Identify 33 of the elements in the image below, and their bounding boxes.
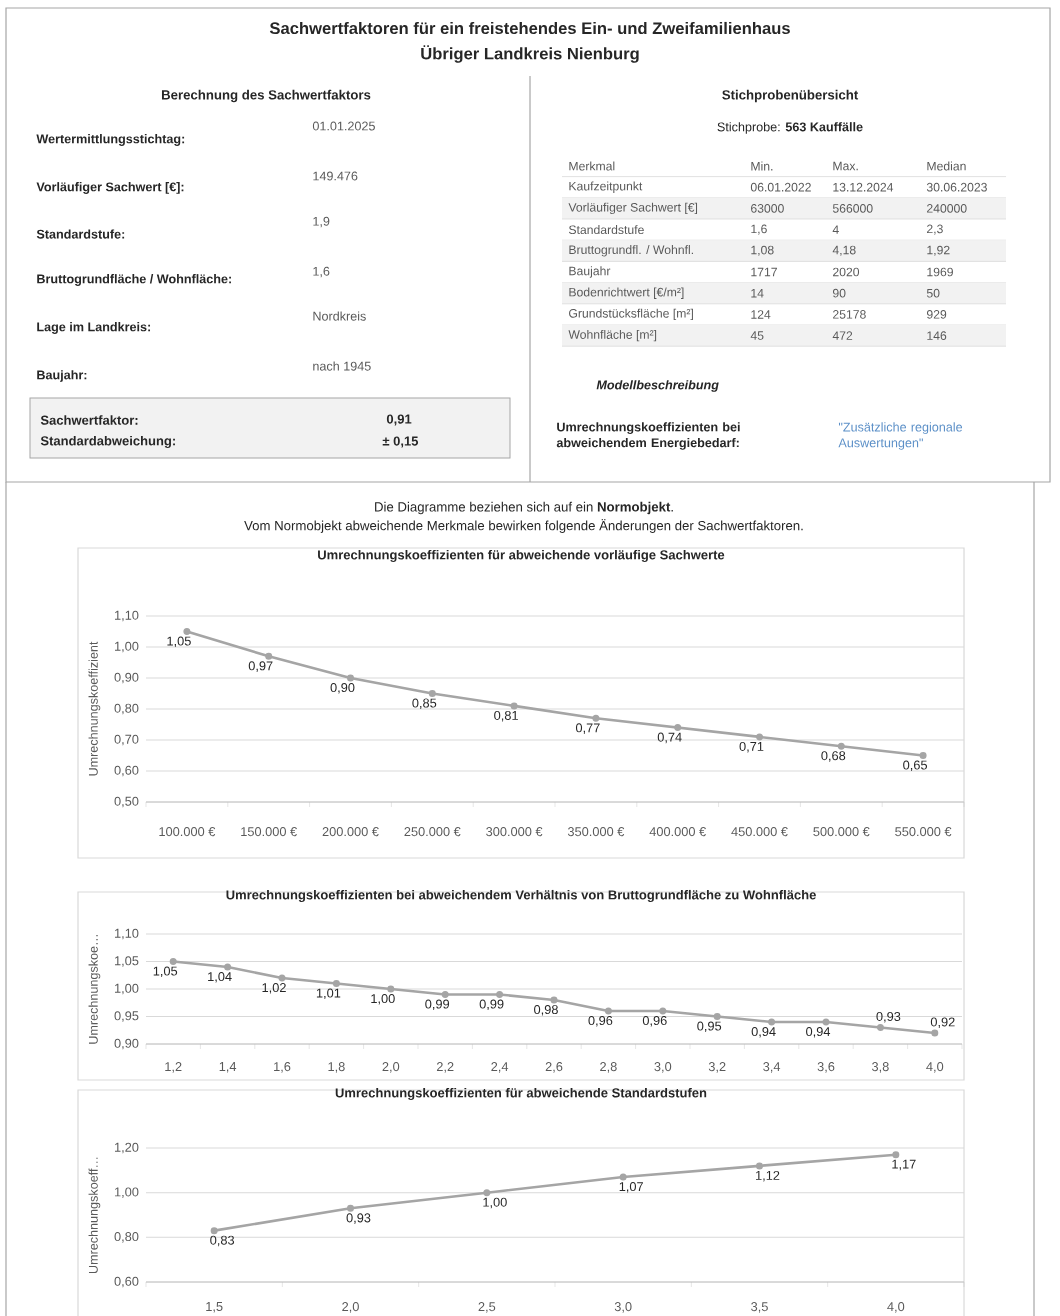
text: Sachwertfaktoren für ein freistehendes Ein- und Zweifamilienhaus [269, 21, 790, 35]
point [892, 1151, 900, 1159]
point [822, 1018, 830, 1026]
point [756, 733, 763, 741]
point [483, 1189, 491, 1197]
point [550, 996, 558, 1004]
point [604, 1007, 612, 1015]
point [387, 985, 395, 993]
point [713, 1013, 721, 1021]
point [183, 628, 191, 636]
point [441, 991, 449, 999]
point [756, 1162, 763, 1170]
point [332, 980, 340, 988]
point [592, 714, 600, 722]
point [278, 974, 286, 982]
point [428, 690, 436, 698]
point [496, 991, 504, 999]
point [876, 1024, 884, 1032]
point [768, 1018, 776, 1026]
point [169, 958, 177, 966]
point [347, 674, 354, 682]
point [931, 1029, 939, 1037]
point [837, 742, 845, 750]
point [347, 1204, 354, 1212]
point [659, 1007, 667, 1015]
point [674, 724, 682, 732]
point [265, 652, 273, 660]
point [619, 1173, 627, 1181]
text: Übriger Landkreis Nienburg [421, 45, 639, 63]
point [919, 752, 927, 760]
point [224, 963, 232, 971]
point [210, 1227, 218, 1235]
point [510, 702, 518, 710]
